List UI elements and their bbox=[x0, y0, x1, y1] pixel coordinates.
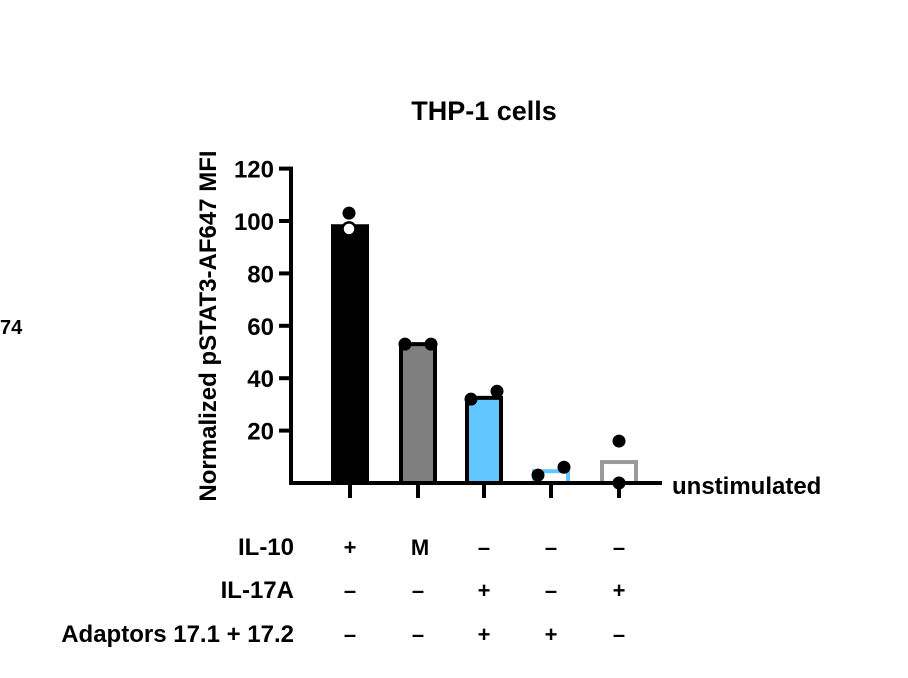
bars bbox=[331, 224, 638, 486]
condition-row-label: IL-10 bbox=[238, 534, 294, 561]
y-axis-ticks: 20 40 60 80 100 120 bbox=[234, 157, 291, 446]
baseline-label: unstimulated bbox=[672, 473, 821, 500]
condition-mark: – bbox=[545, 535, 557, 560]
stray-label: 74 bbox=[0, 317, 23, 339]
y-tick-label: 80 bbox=[247, 261, 274, 288]
bar-b2 bbox=[399, 342, 437, 486]
condition-table: IL-10 + M – – – IL-17A – – + – + Adaptors 17.1 + 17.… bbox=[61, 534, 625, 648]
data-points bbox=[341, 206, 626, 490]
condition-mark: + bbox=[344, 535, 357, 560]
data-point-b1 bbox=[341, 221, 357, 237]
bar-b3 bbox=[465, 395, 503, 486]
y-tick-label: 20 bbox=[247, 419, 274, 446]
chart-title: THP-1 cells bbox=[411, 96, 557, 126]
condition-mark: – bbox=[412, 622, 424, 647]
y-tick-label: 100 bbox=[234, 209, 274, 236]
condition-mark: + bbox=[478, 578, 491, 603]
data-point-b2 bbox=[424, 337, 438, 351]
condition-mark: – bbox=[344, 622, 356, 647]
condition-mark: – bbox=[545, 578, 557, 603]
condition-mark: – bbox=[412, 578, 424, 603]
condition-row-label: Adaptors 17.1 + 17.2 bbox=[61, 621, 294, 648]
condition-row-label: IL-17A bbox=[221, 577, 294, 604]
y-tick-label: 40 bbox=[247, 366, 274, 393]
y-axis-label: Normalized pSTAT3-AF647 MFI bbox=[195, 150, 222, 501]
data-point-b4 bbox=[531, 468, 545, 482]
data-point-b4 bbox=[557, 460, 571, 474]
data-point-b2 bbox=[398, 337, 412, 351]
y-tick-label: 60 bbox=[247, 314, 274, 341]
condition-mark: + bbox=[545, 622, 558, 647]
y-tick-label: 120 bbox=[234, 157, 274, 184]
condition-mark: – bbox=[344, 578, 356, 603]
data-point-b1 bbox=[342, 206, 356, 220]
condition-mark: – bbox=[613, 622, 625, 647]
data-point-b3 bbox=[464, 392, 478, 406]
data-point-b5 bbox=[612, 434, 626, 448]
condition-mark: – bbox=[478, 535, 490, 560]
condition-mark: + bbox=[613, 578, 626, 603]
bar-b1 bbox=[331, 224, 369, 486]
condition-mark: – bbox=[613, 535, 625, 560]
data-point-b3 bbox=[490, 384, 504, 398]
condition-mark: M bbox=[411, 535, 429, 560]
axes bbox=[289, 166, 662, 498]
condition-mark: + bbox=[478, 622, 491, 647]
